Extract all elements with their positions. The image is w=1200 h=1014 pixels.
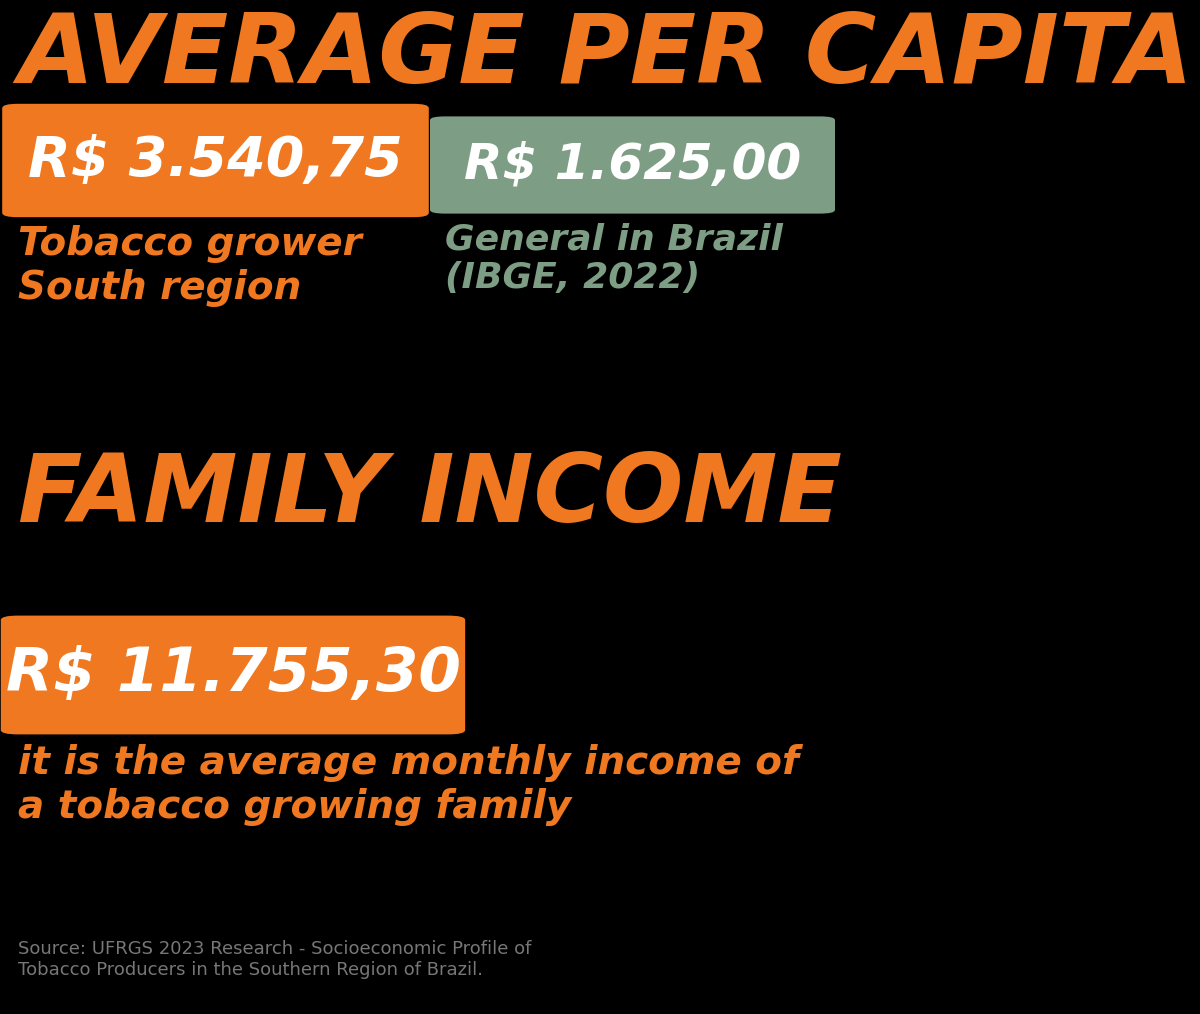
- Text: General in Brazil
(IBGE, 2022): General in Brazil (IBGE, 2022): [445, 222, 782, 295]
- Text: Source: UFRGS 2023 Research - Socioeconomic Profile of
Tobacco Producers in the : Source: UFRGS 2023 Research - Socioecono…: [18, 940, 532, 979]
- Text: R$ 3.540,75: R$ 3.540,75: [28, 134, 403, 188]
- FancyBboxPatch shape: [430, 117, 835, 214]
- Text: FAMILY INCOME: FAMILY INCOME: [18, 450, 842, 542]
- Text: R$ 11.755,30: R$ 11.755,30: [6, 646, 461, 705]
- Text: it is the average monthly income of
a tobacco growing family: it is the average monthly income of a to…: [18, 744, 799, 826]
- FancyBboxPatch shape: [2, 103, 428, 217]
- Text: Tobacco grower
South region: Tobacco grower South region: [18, 225, 361, 307]
- Text: R$ 1.625,00: R$ 1.625,00: [464, 141, 802, 189]
- Text: AVERAGE PER CAPITA INCOME: AVERAGE PER CAPITA INCOME: [18, 10, 1200, 103]
- FancyBboxPatch shape: [1, 615, 466, 734]
